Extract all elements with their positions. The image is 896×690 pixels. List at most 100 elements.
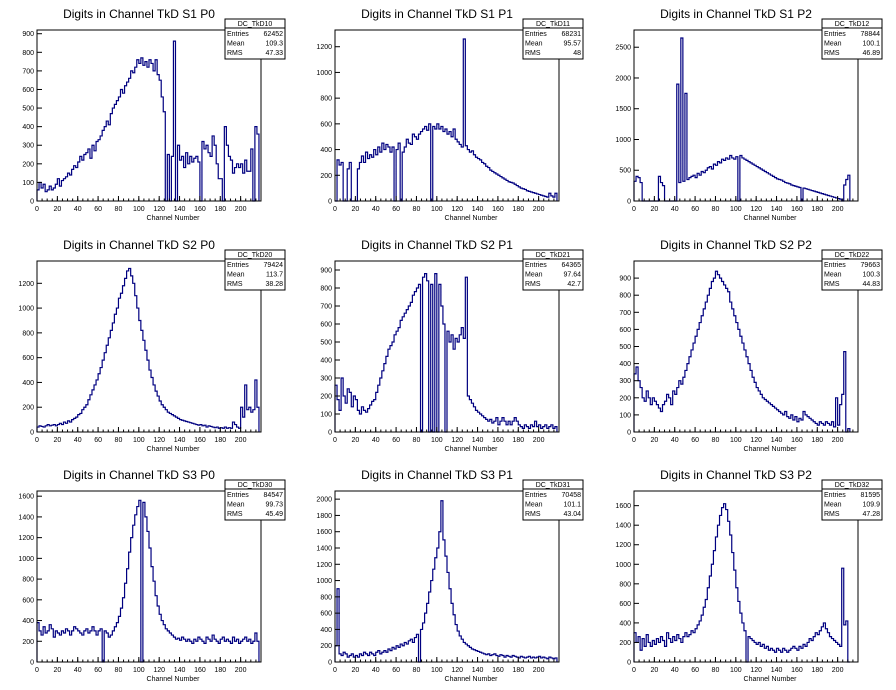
- stats-name: DC_TkD21: [536, 252, 571, 259]
- stats-value: 78844: [861, 31, 881, 38]
- y-tick-label: 800: [619, 293, 631, 300]
- chart-title: Digits in Channel TkD S3 P1: [361, 468, 513, 482]
- chart-panel: Digits in Channel TkD S2 P2 0 20 40 60 80 100 1…: [619, 238, 883, 453]
- x-tick-label: 160: [492, 667, 504, 674]
- stats-name: DC_TkD11: [536, 21, 570, 28]
- y-tick-label: 0: [328, 430, 332, 437]
- stats-name: DC_TkD22: [835, 252, 870, 259]
- x-axis-label: Channel Number: [445, 446, 499, 453]
- stats-value: 45.49: [265, 511, 283, 518]
- y-tick-label: 600: [619, 327, 631, 334]
- x-tick-label: 60: [691, 206, 699, 213]
- stats-value: 38.28: [265, 281, 283, 288]
- y-tick-label: 0: [30, 199, 34, 206]
- x-tick-label: 200: [235, 437, 247, 444]
- x-tick-label: 160: [791, 437, 803, 444]
- stats-key: Entries: [227, 262, 249, 269]
- y-tick-label: 400: [22, 380, 34, 387]
- y-tick-label: 200: [320, 643, 332, 650]
- stats-key: Entries: [824, 31, 846, 38]
- y-tick-label: 0: [328, 199, 332, 206]
- x-tick-label: 180: [214, 206, 226, 213]
- y-tick-label: 400: [22, 124, 34, 131]
- stats-value: 68231: [562, 31, 582, 38]
- x-axis-label: Channel Number: [744, 676, 798, 683]
- x-tick-label: 80: [712, 667, 720, 674]
- y-tick-label: 1000: [316, 578, 332, 585]
- x-tick-label: 120: [750, 667, 762, 674]
- stats-value: 81595: [861, 492, 881, 499]
- x-tick-label: 100: [133, 206, 145, 213]
- x-tick-label: 60: [691, 437, 699, 444]
- x-axis-label: Channel Number: [744, 446, 798, 453]
- stats-key: Entries: [525, 492, 547, 499]
- x-tick-label: 100: [431, 667, 443, 674]
- x-tick-label: 60: [94, 437, 102, 444]
- x-tick-label: 200: [235, 206, 247, 213]
- y-tick-label: 600: [320, 322, 332, 329]
- y-tick-label: 1200: [615, 542, 631, 549]
- stats-key: Entries: [824, 492, 846, 499]
- x-tick-label: 20: [53, 667, 61, 674]
- x-tick-label: 140: [174, 206, 186, 213]
- stats-key: Mean: [525, 502, 543, 509]
- stats-value: 100.3: [862, 272, 880, 279]
- y-tick-label: 1000: [18, 306, 34, 313]
- y-tick-label: 1000: [316, 70, 332, 77]
- x-tick-label: 20: [650, 437, 658, 444]
- y-tick-label: 300: [22, 143, 34, 150]
- x-tick-label: 160: [791, 667, 803, 674]
- y-tick-label: 500: [320, 340, 332, 347]
- stats-key: Mean: [824, 502, 842, 509]
- stats-key: RMS: [525, 50, 541, 57]
- histogram-series: [633, 37, 851, 202]
- x-tick-label: 80: [115, 206, 123, 213]
- x-tick-label: 200: [533, 206, 545, 213]
- x-tick-label: 20: [351, 667, 359, 674]
- x-tick-label: 180: [512, 206, 524, 213]
- stats-key: RMS: [227, 281, 243, 288]
- x-tick-label: 100: [133, 437, 145, 444]
- x-tick-label: 80: [413, 667, 421, 674]
- histogram-series: [36, 40, 260, 202]
- y-tick-label: 600: [320, 611, 332, 618]
- stats-value: 100.1: [862, 41, 880, 48]
- y-tick-label: 100: [320, 412, 332, 419]
- x-tick-label: 160: [492, 206, 504, 213]
- chart-panel: Digits in Channel TkD S1 P2 0 20 40 60 80 100 1…: [615, 7, 883, 222]
- y-tick-label: 500: [22, 106, 34, 113]
- x-tick-label: 0: [35, 206, 39, 213]
- x-tick-label: 100: [730, 206, 742, 213]
- x-tick-label: 0: [333, 206, 337, 213]
- stats-box: [224, 18, 286, 60]
- x-tick-label: 160: [791, 206, 803, 213]
- y-tick-label: 600: [320, 121, 332, 128]
- x-tick-label: 200: [832, 437, 844, 444]
- x-tick-label: 180: [214, 437, 226, 444]
- stats-value: 46.89: [862, 50, 880, 57]
- x-tick-label: 0: [632, 437, 636, 444]
- chart-title: Digits in Channel TkD S2 P2: [660, 238, 812, 252]
- x-tick-label: 0: [35, 667, 39, 674]
- stats-value: 47.28: [862, 511, 880, 518]
- stats-value: 84547: [264, 492, 284, 499]
- y-tick-label: 0: [328, 660, 332, 667]
- stats-value: 62452: [264, 31, 284, 38]
- y-tick-label: 900: [619, 276, 631, 283]
- stats-value: 47.33: [265, 50, 283, 57]
- chart-title: Digits in Channel TkD S1 P2: [660, 7, 812, 21]
- histogram-series: [36, 267, 260, 432]
- y-tick-label: 100: [619, 412, 631, 419]
- y-tick-label: 200: [320, 394, 332, 401]
- x-tick-label: 160: [194, 437, 206, 444]
- stats-key: Mean: [227, 41, 245, 48]
- y-tick-label: 0: [627, 430, 631, 437]
- x-tick-label: 40: [671, 667, 679, 674]
- y-tick-label: 700: [22, 68, 34, 75]
- x-tick-label: 0: [632, 667, 636, 674]
- x-tick-label: 140: [472, 437, 484, 444]
- x-tick-label: 20: [53, 206, 61, 213]
- x-tick-label: 80: [712, 437, 720, 444]
- y-tick-label: 700: [619, 310, 631, 317]
